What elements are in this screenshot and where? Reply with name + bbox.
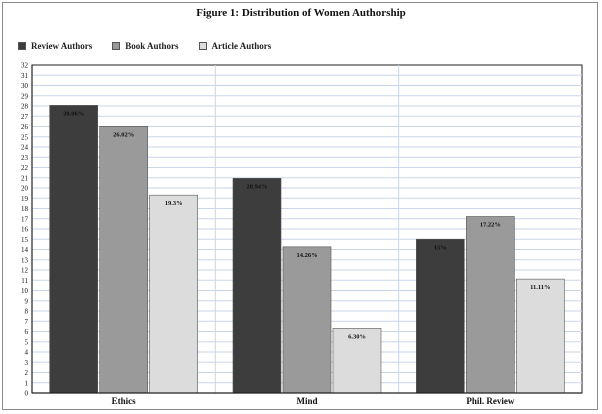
- y-tick-label: 3: [25, 359, 29, 367]
- bar: [282, 246, 332, 394]
- y-tick-label: 9: [25, 297, 29, 305]
- y-tick-label: 30: [21, 82, 29, 90]
- y-tick-label: 29: [21, 92, 29, 100]
- data-label: 11.11%: [530, 284, 550, 291]
- legend-swatch-book: [112, 42, 121, 50]
- y-tick-label: 2: [25, 369, 29, 377]
- bar: [516, 278, 565, 394]
- data-label: 17.22%: [480, 221, 501, 228]
- y-tick-label: 31: [21, 72, 29, 80]
- y-tick-label: 24: [21, 144, 29, 152]
- y-tick-label: 26: [21, 123, 29, 131]
- y-tick-label: 21: [21, 174, 29, 182]
- y-tick-label: 19: [21, 195, 29, 203]
- y-tick-label: 0: [25, 390, 29, 398]
- legend-item-article: Article Authors: [198, 41, 272, 51]
- y-tick-label: 6: [25, 328, 29, 336]
- legend-label-article: Article Authors: [211, 41, 272, 51]
- y-tick-label: 28: [21, 103, 29, 111]
- bar: [49, 105, 98, 394]
- y-tick-label: 25: [21, 133, 29, 141]
- x-category-label: Phil. Review: [466, 396, 514, 406]
- y-tick-label: 32: [21, 62, 29, 70]
- legend-swatch-review: [18, 42, 26, 50]
- legend-swatch-article: [198, 42, 207, 50]
- y-tick-label: 4: [25, 349, 29, 357]
- y-tick-label: 22: [21, 164, 29, 172]
- legend-item-book: Book Authors: [112, 41, 179, 51]
- y-tick-label: 16: [21, 226, 29, 234]
- data-label: 6.30%: [348, 333, 366, 340]
- legend-label-review: Review Authors: [31, 41, 93, 51]
- y-tick-label: 15: [21, 236, 29, 244]
- bar: [416, 238, 465, 394]
- legend-label-book: Book Authors: [125, 41, 179, 51]
- bar: [99, 125, 148, 394]
- bar: [466, 216, 515, 394]
- legend: Review Authors Book Authors Article Auth…: [18, 39, 271, 53]
- y-tick-label: 23: [21, 154, 29, 162]
- y-tick-label: 13: [21, 256, 29, 264]
- y-tick-label: 10: [21, 287, 29, 295]
- data-label: 28.06%: [63, 110, 84, 117]
- y-tick-label: 1: [25, 379, 29, 387]
- bar: [332, 328, 382, 394]
- data-label: 14.26%: [296, 252, 317, 259]
- data-label: 19.3%: [165, 200, 183, 207]
- y-tick-label: 5: [25, 338, 29, 346]
- y-tick-label: 14: [21, 246, 29, 254]
- x-category-label: Ethics: [112, 396, 137, 406]
- y-tick-label: 17: [21, 215, 29, 223]
- y-tick-label: 27: [21, 113, 29, 121]
- chart-title: Figure 1: Distribution of Women Authorsh…: [196, 7, 406, 19]
- y-tick-label: 20: [21, 185, 29, 193]
- y-tick-label: 11: [21, 277, 28, 285]
- y-tick-label: 7: [25, 318, 29, 326]
- x-category-label: Mind: [296, 396, 317, 406]
- legend-item-review: Review Authors: [18, 41, 92, 51]
- y-tick-label: 18: [21, 205, 29, 213]
- bar: [232, 178, 282, 394]
- y-tick-label: 12: [21, 267, 29, 275]
- bar: [149, 194, 198, 394]
- y-tick-label: 8: [25, 308, 29, 316]
- data-label: 26.02%: [113, 131, 134, 138]
- data-label: 15%: [434, 244, 447, 251]
- data-label: 20.94%: [246, 183, 267, 190]
